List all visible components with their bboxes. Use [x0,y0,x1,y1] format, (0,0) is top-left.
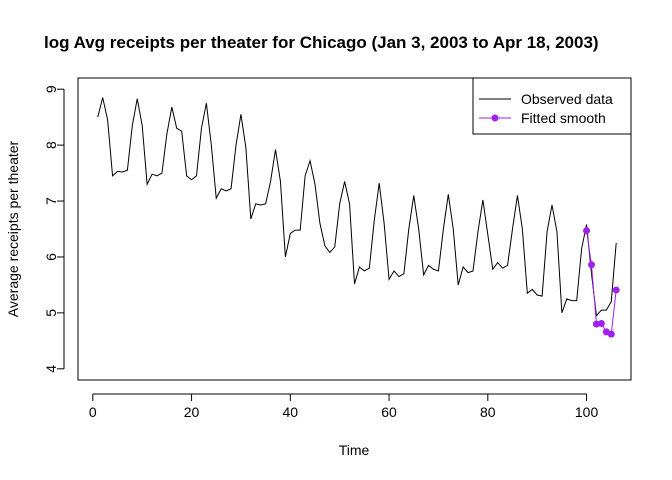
legend: Observed data Fitted smooth [472,77,632,135]
y-axis-label: Average receipts per theater [5,140,21,317]
series-layer [97,97,620,338]
series-line-observed-data [97,97,617,317]
x-tick-label-40: 40 [283,404,299,420]
data-point-fitted-smooth-101 [588,261,595,269]
legend-label-fitted-smooth: Fitted smooth [521,110,606,126]
x-axis-label: Time [339,442,370,458]
legend-key-fitted-smooth-point [491,114,499,122]
x-tick-label-0: 0 [89,404,97,420]
y-tick-label-6: 6 [43,253,59,261]
x-tick-label-20: 20 [184,404,200,420]
y-tick-label-4: 4 [43,365,59,373]
plot-frame [77,77,632,381]
y-tick-label-9: 9 [43,85,59,93]
x-axis: 0 20 40 60 80 100 [89,393,599,420]
legend-label-observed-data: Observed data [521,91,613,107]
x-tick-label-80: 80 [480,404,496,420]
data-point-fitted-smooth-106 [612,286,620,294]
y-axis: 4 5 6 7 8 9 [43,85,65,373]
data-point-fitted-smooth-105 [607,330,615,338]
series-line-fitted-smooth [586,230,617,335]
x-tick-label-100: 100 [575,404,599,420]
data-point-fitted-smooth-103 [597,320,605,328]
data-point-fitted-smooth-100 [583,227,591,235]
y-tick-label-7: 7 [43,197,59,205]
chart-title: log Avg receipts per theater for Chicago… [44,33,599,52]
x-tick-label-60: 60 [381,404,397,420]
legend-box [472,77,632,135]
y-tick-label-8: 8 [43,141,59,149]
y-tick-label-5: 5 [43,309,59,317]
